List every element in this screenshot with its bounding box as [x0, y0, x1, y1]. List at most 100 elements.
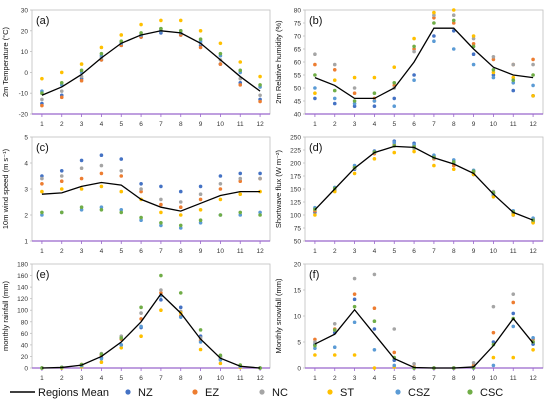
- x-tick-label: 9: [472, 375, 476, 382]
- data-point-st: [139, 22, 143, 27]
- data-point-st: [258, 189, 262, 194]
- y-axis-title: Monthly snowfall (mm): [274, 278, 283, 354]
- x-tick-label: 8: [452, 375, 456, 382]
- x-tick-label: 11: [237, 375, 244, 382]
- data-point-nc: [511, 292, 516, 296]
- data-point-nc: [412, 49, 416, 54]
- x-tick-label: 6: [412, 375, 416, 382]
- x-tick-label: 7: [159, 375, 163, 382]
- data-point-csz: [159, 223, 163, 228]
- legend-marker-st: [327, 389, 333, 395]
- y-tick-label: 2: [24, 213, 28, 220]
- data-point-csc: [258, 213, 262, 217]
- data-point-nc: [218, 182, 223, 186]
- data-point-csz: [392, 140, 397, 144]
- x-tick-label: 6: [139, 248, 143, 255]
- y-tick-label: 175: [290, 174, 301, 181]
- x-tick-label: 7: [432, 375, 436, 382]
- data-point-nz: [40, 174, 44, 178]
- data-point-csc: [471, 169, 476, 174]
- data-point-ez: [451, 21, 456, 25]
- data-point-csc: [218, 213, 223, 217]
- data-point-csz: [531, 336, 535, 340]
- x-tick-label: 12: [529, 248, 537, 255]
- data-point-st: [119, 33, 124, 37]
- y-tick-label: 150: [290, 187, 301, 194]
- data-point-csz: [79, 208, 84, 212]
- data-point-csc: [258, 83, 262, 87]
- x-tick-label: 5: [392, 121, 396, 128]
- data-point-st: [392, 150, 397, 155]
- legend: Regions Mean NZ EZ NC ST CSZ CSC: [10, 387, 503, 399]
- y-tick-label: 0: [24, 366, 28, 373]
- x-tick-label: 11: [510, 248, 517, 255]
- x-tick-label: 3: [353, 375, 357, 382]
- x-tick-label: 6: [412, 121, 416, 128]
- x-tick-label: 5: [119, 375, 123, 382]
- x-tick-label: 6: [139, 375, 143, 382]
- x-tick-label: 11: [237, 121, 244, 128]
- data-point-ez: [218, 187, 223, 191]
- x-tick-label: 1: [40, 375, 44, 382]
- data-point-nz: [178, 189, 183, 194]
- data-point-nc: [491, 55, 496, 59]
- data-point-st: [531, 348, 535, 352]
- legend-label-csc: CSC: [480, 387, 503, 399]
- data-point-nz: [218, 174, 223, 178]
- data-point-csz: [332, 345, 337, 350]
- data-point-nc: [352, 86, 357, 90]
- data-point-csc: [511, 78, 516, 82]
- legend-marker-csc: [467, 389, 473, 395]
- y-tick-label: 80: [21, 319, 29, 326]
- data-point-nc: [159, 197, 163, 202]
- data-point-nc: [412, 362, 416, 366]
- x-tick-label: 12: [529, 375, 537, 382]
- data-point-st: [372, 75, 377, 80]
- data-point-st: [412, 36, 416, 41]
- data-point-csc: [159, 221, 163, 225]
- data-point-nz: [491, 73, 496, 77]
- data-point-nc: [352, 276, 357, 281]
- data-point-nz: [471, 52, 476, 56]
- data-point-csc: [79, 205, 84, 209]
- regions-mean-line: [41, 30, 261, 96]
- x-tick-label: 1: [313, 248, 317, 255]
- data-point-ez: [79, 78, 84, 83]
- legend-label-nc: NC: [272, 387, 288, 399]
- y-tick-label: 60: [21, 331, 29, 338]
- data-point-nc: [511, 62, 516, 67]
- data-point-nc: [238, 176, 243, 181]
- data-point-csz: [313, 86, 317, 90]
- data-point-csc: [178, 223, 183, 228]
- plot-frame: [304, 263, 544, 369]
- data-point-nz: [432, 34, 436, 38]
- x-tick-label: 10: [217, 121, 225, 128]
- data-point-ez: [491, 330, 496, 335]
- data-point-nz: [178, 305, 183, 310]
- data-point-nc: [159, 288, 163, 292]
- x-tick-label: 8: [452, 121, 456, 128]
- data-point-csc: [139, 215, 143, 220]
- data-point-st: [119, 345, 124, 350]
- data-point-nc: [139, 187, 143, 191]
- y-tick-label: 75: [294, 226, 302, 233]
- data-point-st: [79, 62, 84, 66]
- data-point-csc: [119, 210, 124, 215]
- data-point-csz: [119, 208, 124, 212]
- x-tick-label: 3: [353, 121, 357, 128]
- data-point-ez: [352, 292, 357, 296]
- legend-marker-csz: [395, 389, 401, 395]
- data-point-csc: [258, 366, 262, 370]
- regions-mean-line: [41, 181, 261, 212]
- data-point-nc: [372, 272, 377, 277]
- y-tick-label: 20: [21, 28, 29, 35]
- data-point-nz: [412, 73, 416, 77]
- legend-label-nz: NZ: [138, 387, 153, 399]
- x-tick-label: 9: [472, 248, 476, 255]
- y-tick-label: 5: [24, 135, 28, 142]
- x-tick-label: 10: [490, 375, 498, 382]
- data-point-st: [218, 41, 223, 46]
- data-point-csc: [40, 91, 44, 95]
